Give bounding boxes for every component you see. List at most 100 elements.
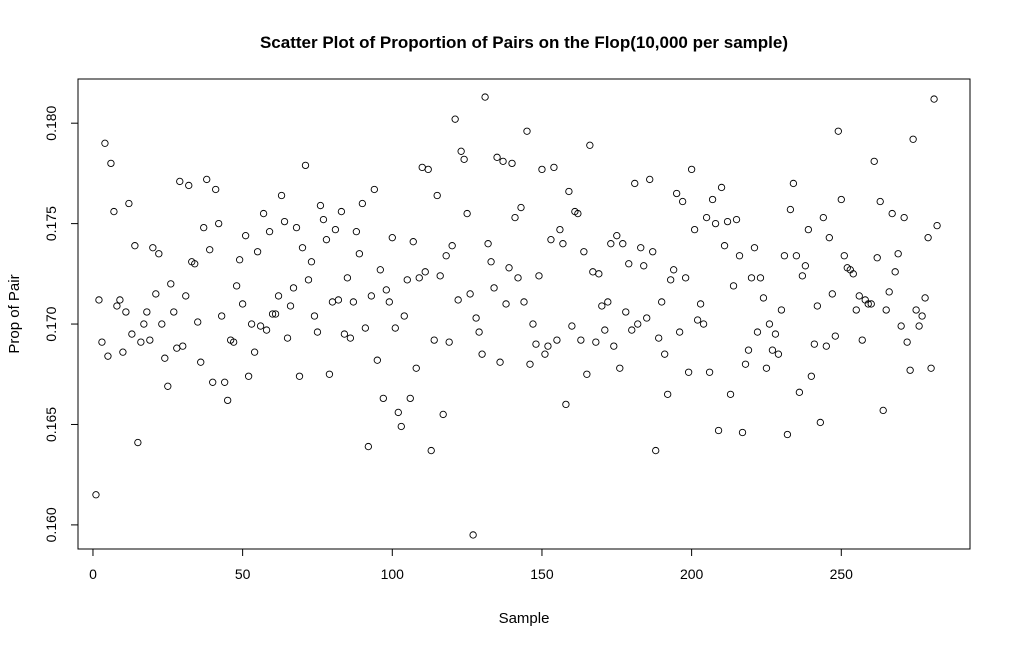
- data-point: [304, 276, 313, 284]
- data-point: [292, 223, 301, 232]
- x-axis-label: Sample: [499, 610, 550, 627]
- data-point: [209, 378, 217, 386]
- data-point: [759, 294, 768, 302]
- data-point: [735, 252, 744, 260]
- data-point: [92, 491, 100, 499]
- data-point: [271, 310, 280, 318]
- data-point: [376, 266, 384, 274]
- data-point: [714, 426, 723, 435]
- data-point: [224, 396, 232, 405]
- data-point: [355, 250, 364, 258]
- x-axis: 0 50 100 150 200 250: [89, 548, 853, 582]
- data-point: [906, 366, 914, 374]
- data-point: [95, 296, 103, 304]
- data-point: [801, 262, 810, 270]
- data-point: [915, 322, 923, 330]
- data-point: [670, 266, 678, 274]
- data-point: [280, 217, 289, 226]
- data-point: [520, 298, 528, 306]
- y-tick-label: 0.165: [43, 407, 59, 442]
- data-point: [879, 406, 887, 415]
- data-point: [472, 314, 480, 322]
- data-point: [637, 244, 645, 252]
- y-tick-label: 0.160: [43, 507, 59, 542]
- data-point: [547, 236, 555, 244]
- data-point: [286, 302, 295, 310]
- data-point: [496, 358, 504, 366]
- data-point: [164, 382, 172, 390]
- data-point: [825, 234, 833, 242]
- data-point: [478, 350, 486, 358]
- data-point: [367, 292, 375, 300]
- data-point: [430, 336, 438, 344]
- data-point: [439, 410, 447, 419]
- plot-area-frame: [77, 78, 971, 550]
- data-point: [535, 272, 543, 280]
- data-point: [460, 155, 468, 163]
- data-point: [786, 205, 795, 214]
- data-point: [493, 153, 501, 161]
- data-point: [771, 330, 780, 338]
- data-point: [631, 179, 639, 188]
- data-point: [235, 256, 244, 264]
- data-point: [873, 254, 881, 262]
- data-point: [265, 227, 274, 236]
- data-point: [212, 185, 220, 194]
- data-point: [900, 213, 908, 222]
- data-point: [457, 147, 465, 155]
- data-point: [780, 252, 789, 260]
- data-point: [744, 346, 753, 354]
- data-point: [364, 442, 372, 451]
- data-point: [247, 320, 256, 328]
- data-point: [146, 336, 154, 344]
- data-point: [855, 292, 863, 300]
- data-point: [253, 248, 262, 256]
- data-point: [232, 282, 241, 290]
- data-point: [230, 338, 238, 346]
- data-point: [268, 310, 277, 318]
- data-point: [131, 242, 139, 250]
- data-point: [155, 250, 163, 258]
- data-point: [445, 338, 453, 346]
- data-point: [550, 163, 558, 172]
- data-point: [559, 240, 567, 248]
- data-point: [421, 268, 429, 276]
- x-tick-label: 0: [89, 566, 97, 582]
- data-point: [741, 360, 750, 368]
- data-point: [262, 326, 271, 334]
- data-point: [122, 308, 130, 316]
- data-point: [505, 264, 513, 272]
- data-point: [882, 306, 890, 314]
- data-point: [137, 338, 145, 346]
- data-point: [484, 240, 492, 248]
- data-point: [295, 372, 304, 380]
- data-point: [804, 225, 813, 234]
- data-point: [340, 330, 349, 338]
- data-point: [556, 225, 564, 234]
- data-point: [310, 312, 319, 320]
- data-point: [337, 207, 346, 216]
- data-point: [328, 298, 337, 306]
- data-point: [391, 324, 399, 332]
- data-point: [532, 340, 540, 348]
- data-point: [673, 189, 681, 198]
- data-point: [807, 372, 816, 380]
- data-point: [119, 348, 127, 356]
- data-point: [349, 298, 358, 306]
- data-point: [756, 274, 765, 282]
- data-point: [822, 342, 830, 350]
- data-point: [690, 225, 699, 234]
- data-point: [816, 418, 824, 427]
- data-point: [274, 292, 283, 300]
- data-point: [819, 213, 827, 222]
- data-point: [517, 203, 525, 212]
- data-point: [927, 364, 935, 372]
- data-point: [768, 346, 777, 354]
- data-point: [319, 215, 328, 224]
- data-point: [918, 312, 926, 320]
- data-point: [185, 181, 193, 190]
- data-point: [577, 336, 585, 344]
- data-point: [664, 390, 672, 398]
- data-point: [403, 276, 411, 284]
- data-point: [544, 342, 552, 350]
